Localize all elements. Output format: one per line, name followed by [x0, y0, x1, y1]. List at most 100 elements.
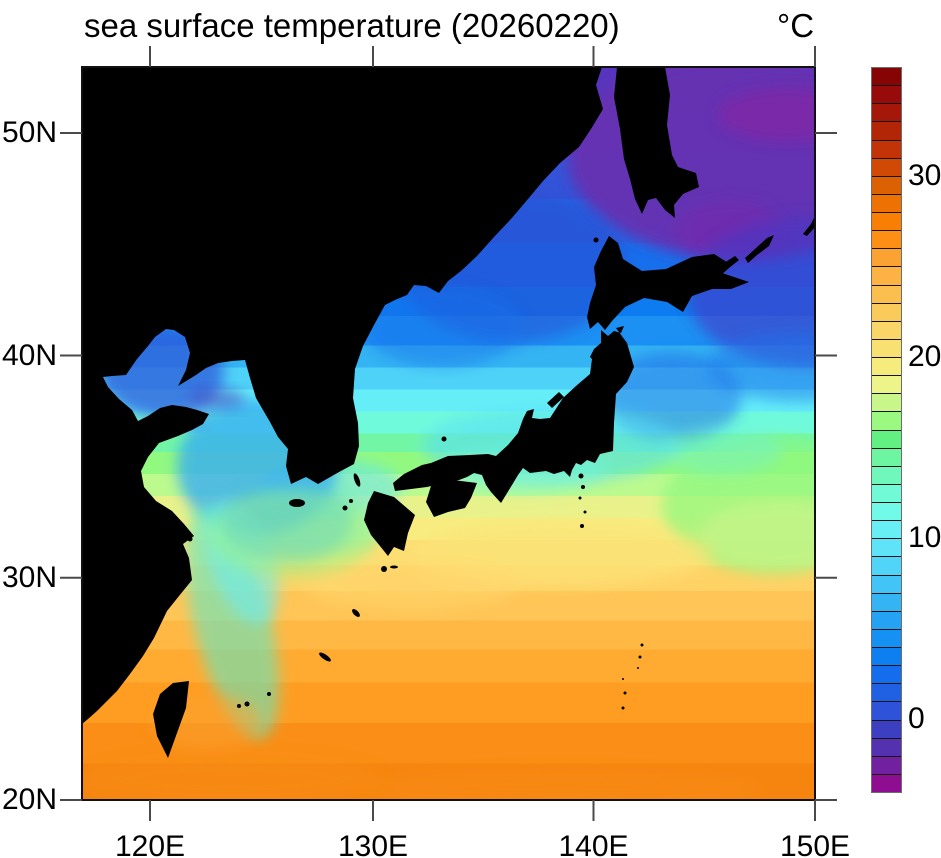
colorbar-cell [872, 538, 901, 557]
colorbar-cell [872, 465, 901, 484]
colorbar-cell [872, 175, 901, 194]
sea-region-south-edge-warm-2 [362, 771, 762, 800]
land-miyako [267, 692, 271, 696]
y-tick-label: 30N [1, 560, 57, 594]
y-tick-label: 40N [1, 338, 57, 372]
colorbar-tick-label: 0 [908, 701, 925, 735]
colorbar-cell [872, 157, 901, 176]
sea-region-pacific-40n [707, 332, 815, 402]
land-tsushima [353, 473, 361, 487]
colorbar-cell [872, 647, 901, 666]
land-kyushu [364, 491, 415, 556]
sea-region-kuroshio-front [662, 426, 782, 474]
colorbar-cell [872, 68, 901, 86]
colorbar-cell [872, 302, 901, 321]
land-oki [441, 436, 447, 442]
colorbar-cell [872, 411, 901, 430]
colorbar-cell [872, 556, 901, 575]
land-ogasawara-2 [638, 655, 642, 659]
land-taiwan [153, 681, 189, 758]
colorbar-cell [872, 103, 901, 122]
units-label: °C [777, 7, 815, 44]
colorbar-cell [872, 429, 901, 448]
sea-region-bohai-cold-1 [189, 389, 245, 409]
sea-region-japan-sea-west [362, 287, 522, 367]
colorbar-cell [872, 193, 901, 212]
land-cheju [289, 499, 305, 507]
colorbar-cell [872, 755, 901, 774]
land-tanegashima [390, 565, 398, 569]
land-ishigaki [244, 701, 250, 707]
land-eurasia-china-korea [82, 67, 603, 724]
colorbar [871, 67, 902, 793]
land-sakhalin [614, 67, 699, 218]
sea-region-south-edge-warm-1 [82, 755, 382, 800]
land-rishiri [593, 237, 599, 243]
land-hokkaido [587, 236, 749, 330]
colorbar-cell [872, 230, 901, 249]
colorbar-tick-label: 20 [908, 339, 941, 373]
colorbar-cell [872, 284, 901, 303]
colorbar-cell [872, 719, 901, 738]
colorbar-cell [872, 592, 901, 611]
land-masses [82, 67, 815, 758]
colorbar-cell [872, 393, 901, 412]
colorbar-cell [872, 338, 901, 357]
colorbar-tick-label: 10 [908, 520, 941, 554]
x-tick-label: 150E [779, 830, 851, 858]
x-tick-label: 120E [114, 830, 186, 858]
colorbar-cell [872, 212, 901, 231]
land-izu-4 [583, 510, 587, 514]
land-zhoushan-1 [180, 530, 184, 534]
plot-title: sea surface temperature (20260220) [84, 7, 620, 44]
land-sado [547, 392, 564, 408]
colorbar-cell [872, 683, 901, 702]
sea-region-east-warm-core [699, 501, 815, 569]
colorbar-cell [872, 665, 901, 684]
land-honshu [393, 326, 634, 503]
colorbar-cell [872, 773, 901, 792]
land-izu-2 [581, 485, 585, 489]
land-zhoushan-3 [174, 538, 178, 542]
sea-region-east-china-sea-green [207, 488, 377, 578]
land-izu-1 [578, 473, 584, 479]
land-ogasawara-6 [621, 706, 625, 710]
land-iturup [745, 235, 774, 263]
colorbar-cell [872, 447, 901, 466]
colorbar-cell [872, 248, 901, 267]
colorbar-cell [872, 610, 901, 629]
colorbar-cell [872, 85, 901, 104]
land-zhoushan-2 [187, 536, 193, 542]
colorbar-cell [872, 483, 901, 502]
land-izu-3 [578, 496, 582, 500]
colorbar-cell [872, 320, 901, 339]
land-shikoku [426, 480, 477, 517]
colorbar-cell [872, 520, 901, 539]
sea-region-okhotsk-cold-streak [718, 89, 815, 141]
y-tick-label: 50N [1, 116, 57, 149]
sea-region-china-coast-cold-band [185, 505, 279, 739]
map-frame [81, 66, 816, 801]
x-tick-label: 130E [337, 830, 409, 858]
y-tick-label: 20N [1, 783, 57, 816]
land-izu-5 [580, 524, 584, 528]
colorbar-cell [872, 502, 901, 521]
axis-tick-marks [60, 46, 837, 821]
sea-region-nw-pacific [687, 217, 815, 367]
land-kunashir [716, 256, 739, 276]
colorbar-tick-label: 30 [908, 158, 941, 192]
land-iriomote [237, 704, 241, 708]
land-yakushima [381, 566, 387, 572]
colorbar-cell [872, 375, 901, 394]
land-amami [352, 609, 360, 617]
colorbar-cell [872, 266, 901, 285]
x-tick-label: 140E [558, 830, 629, 858]
sea-region-kuroshio-sw [302, 557, 522, 609]
colorbar-cell [872, 628, 901, 647]
colorbar-cell [872, 139, 901, 158]
colorbar-cell [872, 737, 901, 756]
colorbar-cell [872, 701, 901, 720]
land-goto-2 [349, 499, 353, 503]
